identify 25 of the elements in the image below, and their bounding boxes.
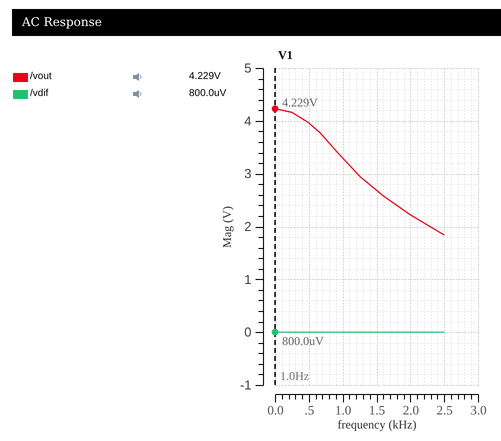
y-tick-label: 5 <box>244 60 252 76</box>
ref-line-label: 1.0Hz <box>280 369 310 383</box>
text: 800.0uV <box>189 88 226 99</box>
x-tick-label: 3.0 <box>470 402 487 418</box>
legend-label: /vout <box>30 71 52 82</box>
x-tick-label: 2.5 <box>436 402 453 418</box>
x-tick-label: 1.5 <box>368 402 386 418</box>
text: V1 <box>278 48 293 62</box>
y-tick-label: 0 <box>244 324 252 340</box>
y-tick-label: -1 <box>240 378 252 392</box>
legend-label: /vdif <box>30 88 48 99</box>
text: AC Response <box>12 9 501 36</box>
x-tick-label: 1.0 <box>335 402 352 418</box>
y-axis-title: Mag (V) <box>220 206 234 248</box>
x-axis-title: frequency (kHz) <box>338 418 416 432</box>
x-tick-label: 0.0 <box>267 402 284 418</box>
annotation: 800.0uV <box>282 334 324 348</box>
y-tick-label: 1 <box>244 272 252 287</box>
text: 4.229V <box>189 71 221 82</box>
y-tick-label: 3 <box>244 166 252 182</box>
x-tick-label: 2.0 <box>402 402 419 418</box>
annotation: 4.229V <box>282 96 318 110</box>
x-tick-label: .5 <box>304 402 314 418</box>
y-tick-label: 2 <box>244 219 252 234</box>
y-tick-label: 4 <box>244 113 252 128</box>
